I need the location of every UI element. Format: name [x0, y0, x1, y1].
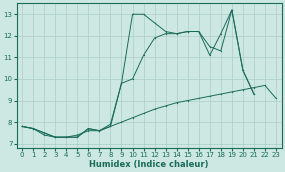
X-axis label: Humidex (Indice chaleur): Humidex (Indice chaleur): [89, 159, 209, 169]
